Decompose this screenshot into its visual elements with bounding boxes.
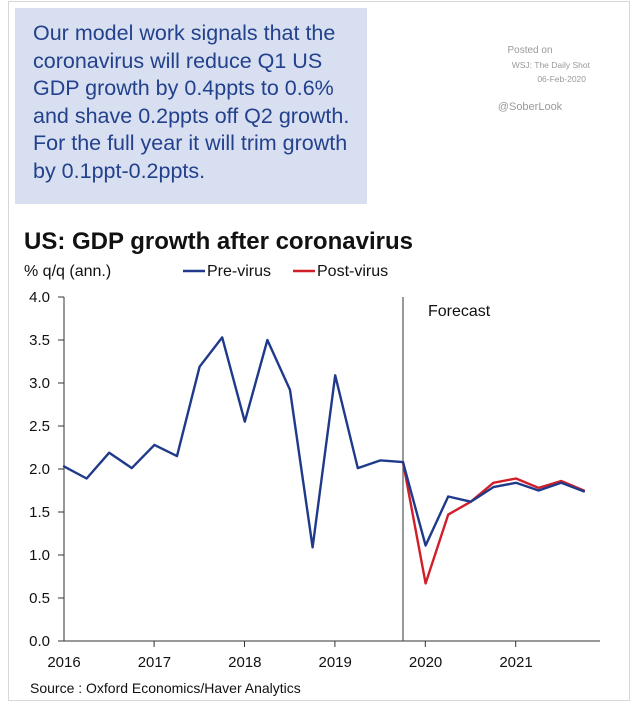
legend-label-post-virus: Post-virus xyxy=(317,263,388,280)
y-tick-label: 3.0 xyxy=(29,375,50,392)
y-tick-label: 0.0 xyxy=(29,633,50,650)
y-tick-label: 1.5 xyxy=(29,504,50,521)
axes: 0.0 0.5 1.0 1.5 2.0 2.5 3.0 3.5 4.0 2016 2017 2018 2… xyxy=(29,289,600,671)
series-line-post-virus xyxy=(401,460,585,585)
callout-text: Our model work signals that the coronavi… xyxy=(33,21,350,183)
x-tick-label: 2021 xyxy=(499,654,532,671)
legend: Pre-virus Post-virus xyxy=(183,263,388,280)
y-tick-label: 0.5 xyxy=(29,590,50,607)
credit-handle: @SoberLook xyxy=(497,101,563,113)
credit-block: Posted on WSJ: The Daily Shot 06-Feb-202… xyxy=(470,44,590,114)
callout-box: Our model work signals that the coronavi… xyxy=(15,8,367,204)
legend-label-pre-virus: Pre-virus xyxy=(207,263,271,280)
credit-outlet: WSJ: The Daily Shot xyxy=(511,60,590,70)
chart-title: US: GDP growth after coronavirus xyxy=(24,228,413,255)
y-tick-label: 2.0 xyxy=(29,461,50,478)
forecast-annotation: Forecast xyxy=(428,303,491,320)
y-tick-label: 3.5 xyxy=(29,332,50,349)
credit-date: 06-Feb-2020 xyxy=(537,74,586,84)
source-note: Source : Oxford Economics/Haver Analytic… xyxy=(30,680,301,696)
y-axis-label: % q/q (ann.) xyxy=(24,263,111,280)
x-tick-label: 2016 xyxy=(47,654,80,671)
x-tick-label: 2017 xyxy=(138,654,171,671)
x-tick-label: 2019 xyxy=(319,654,352,671)
y-tick-label: 4.0 xyxy=(29,289,50,306)
posted-on-label: Posted on xyxy=(507,45,553,56)
x-tick-label: 2018 xyxy=(228,654,261,671)
y-tick-label: 1.0 xyxy=(29,547,50,564)
x-tick-label: 2020 xyxy=(409,654,442,671)
series-lines xyxy=(62,336,585,585)
y-tick-label: 2.5 xyxy=(29,418,50,435)
series-line-pre-virus xyxy=(62,336,585,549)
